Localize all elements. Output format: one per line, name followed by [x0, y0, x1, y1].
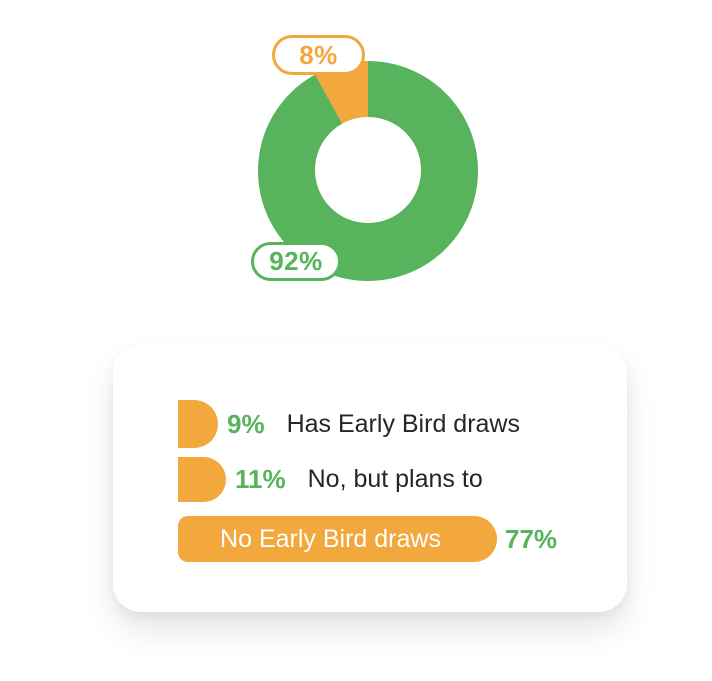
- bar-value-label: 11%: [235, 464, 286, 494]
- bar-category-label: Has Early Bird draws: [286, 409, 520, 438]
- legend-card: 9% Has Early Bird draws 11% No, but plan…: [113, 345, 627, 612]
- donut-badge-green-label: 92%: [269, 246, 323, 276]
- donut-hole: [315, 117, 421, 223]
- bar-row-has-early-bird: 9% Has Early Bird draws: [178, 400, 520, 448]
- bar-no-early-bird: No Early Bird draws: [178, 516, 497, 562]
- bar-has-early-bird: [178, 400, 218, 448]
- bar-value-label: 9%: [227, 408, 265, 439]
- bar-value-label: 77%: [505, 523, 558, 554]
- bar-category-label: No, but plans to: [307, 465, 483, 493]
- donut-badge-orange-label: 8%: [299, 39, 338, 70]
- bar-inside-label: No Early Bird draws: [220, 524, 441, 553]
- bar-row-no-but-plans: 11% No, but plans to: [178, 457, 483, 502]
- bar-row-no-early-bird: No Early Bird draws 77%: [178, 516, 557, 562]
- donut-chart: 8% 92%: [0, 0, 712, 330]
- donut-badge-green: 92%: [251, 242, 341, 281]
- bar-no-but-plans: [178, 457, 226, 502]
- donut-badge-orange: 8%: [272, 35, 365, 75]
